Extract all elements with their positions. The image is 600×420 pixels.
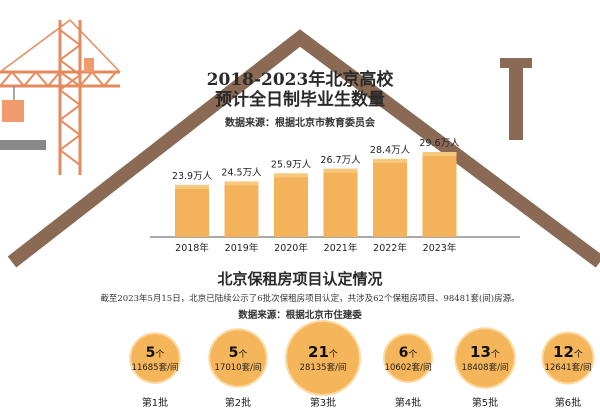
bubble [131,334,179,382]
bubble [456,329,514,387]
chart-title: 2018-2023年北京高校 预计全日制毕业生数量 [180,70,420,110]
bar-data-label: 25.9万人 [271,159,312,170]
batch-label: 第6批 [555,396,581,409]
chart-title-line-1: 2018-2023年北京高校 [206,70,394,90]
year-tick-label: 2018年 [175,242,209,254]
year-tick-label: 2019年 [225,242,259,254]
bar-chart: 23.9万人 2018年 24.5万人 2019年 25.9万人 2020年 26.7万人 2… [172,138,460,254]
bar-data-label: 29.6万人 [419,138,460,149]
house-roof-icon [7,29,600,268]
bubble-unit-count: 11685套/间 [132,362,179,373]
bubble-unit-count: 18408套/间 [462,362,509,373]
bubble-unit-count: 12641套/间 [545,362,592,373]
bar-top [224,181,259,186]
bar [422,152,457,237]
batch-label: 第2批 [225,396,251,409]
bar [274,173,308,237]
bar [373,158,407,237]
bubble-chart-title: 北京保租房项目认定情况 [217,270,383,288]
bar-top [175,184,209,189]
bar [224,181,259,237]
batch-label: 第5批 [472,396,498,409]
bar-top [373,158,407,163]
bubble-unit-count: 10602套/间 [385,362,432,373]
bubble [287,322,359,394]
bar-top [323,168,358,173]
bar-data-label: 28.4万人 [370,145,411,156]
bar [323,168,358,237]
batch-label: 第1批 [142,396,168,409]
bar-data-label: 26.7万人 [320,155,361,166]
bubble [210,330,266,386]
bar-top [274,173,308,178]
bar-top [422,152,457,156]
bubble-chart: 5个11685套/间第1批5个17010套/间第2批21个28135套/间第3批… [129,320,595,409]
bubble [543,333,593,383]
chart-title-line-2: 预计全日制毕业生数量 [215,90,385,110]
bar-data-label: 23.9万人 [172,171,213,182]
year-tick-label: 2020年 [274,242,308,254]
bubble-unit-count: 28135套/间 [300,362,347,373]
crane-icon [0,19,121,175]
year-tick-label: 2022年 [373,242,407,254]
chart-source: 数据来源：根据北京市教育委员会 [225,118,375,129]
bar [175,184,209,237]
bubble-chart-source: 数据来源：根据北京市住建委 [238,310,362,321]
bubble [385,335,431,381]
year-tick-label: 2023年 [423,242,457,254]
batch-label: 第4批 [395,396,421,409]
bar-data-label: 24.5万人 [221,167,262,178]
bubble-unit-count: 17010套/间 [215,362,262,373]
bubble-chart-note: 截至2023年5月15日，北京已陆续公示了6批次保租房项目认定，共涉及62个保租… [100,294,520,304]
batch-label: 第3批 [310,396,336,409]
year-tick-label: 2021年 [324,242,358,254]
